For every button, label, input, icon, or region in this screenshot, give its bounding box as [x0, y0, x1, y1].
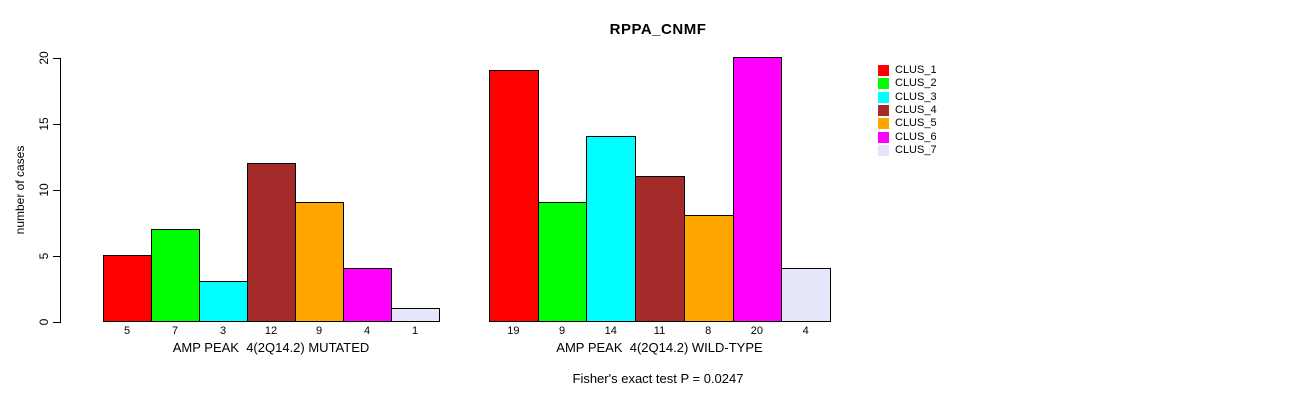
- y-tick-mark: [53, 322, 60, 323]
- x-axis-label-mutated: AMP PEAK 4(2Q14.2) MUTATED: [172, 340, 370, 355]
- y-tick-label: 15: [37, 117, 51, 131]
- bar-clus_2: [537, 202, 588, 322]
- bar-clus_5: [295, 202, 344, 322]
- legend-row: CLUS_3: [878, 91, 937, 104]
- legend-row: CLUS_7: [878, 144, 937, 157]
- y-tick-label: 10: [37, 183, 51, 197]
- bar-clus_1: [103, 255, 152, 322]
- legend-label: CLUS_6: [895, 130, 937, 143]
- bar-value-label: 12: [264, 325, 278, 337]
- legend-color-swatch: [878, 118, 889, 130]
- y-tick-mark: [53, 190, 60, 191]
- chart-title: RPPA_CNMF: [609, 21, 707, 38]
- bar-clus_4: [247, 162, 296, 322]
- legend-label: CLUS_3: [895, 90, 937, 103]
- bar-value-label: 4: [363, 325, 371, 337]
- y-tick-mark: [53, 256, 60, 257]
- legend-label: CLUS_7: [895, 143, 937, 156]
- bar-value-label: 19: [507, 325, 520, 337]
- y-tick-mark: [53, 58, 60, 59]
- y-tick-label: 20: [37, 51, 51, 65]
- legend-row: CLUS_4: [878, 104, 937, 117]
- bar-group-mutated: AMP PEAK 4(2Q14.2) MUTATED 5 7 3 12 9 4 1: [103, 0, 440, 400]
- bar-clus_4: [635, 175, 685, 322]
- legend-row: CLUS_6: [878, 130, 937, 143]
- bar-clus_5: [683, 215, 734, 322]
- bar-value-label: 3: [219, 325, 227, 337]
- legend: CLUS_1 CLUS_2 CLUS_3 CLUS_4 CLUS_5 CLUS_6 CLUS…: [878, 64, 937, 157]
- bar-value-label: 9: [559, 325, 566, 337]
- legend-row: CLUS_2: [878, 77, 937, 90]
- bar-value-label: 5: [123, 325, 131, 337]
- bar-value-label: 4: [802, 325, 809, 337]
- legend-color-swatch: [878, 131, 889, 143]
- bar-value-label: 20: [750, 325, 764, 337]
- y-tick-mark: [53, 124, 60, 125]
- bars-wildtype: [489, 57, 831, 322]
- bar-value-label: 9: [315, 325, 323, 337]
- y-tick-label: 5: [37, 252, 51, 260]
- legend-color-swatch: [878, 65, 889, 77]
- bar-value-label: 11: [653, 325, 666, 337]
- bar-clus_6: [343, 268, 392, 322]
- bar-clus_7: [391, 307, 440, 322]
- legend-label: CLUS_2: [895, 77, 937, 90]
- legend-color-swatch: [878, 78, 889, 90]
- legend-row: CLUS_5: [878, 117, 937, 130]
- legend-color-swatch: [878, 105, 889, 117]
- legend-row: CLUS_1: [878, 64, 937, 77]
- legend-label: CLUS_4: [895, 104, 937, 117]
- stat-annotation: Fisher's exact test P = 0.0247: [572, 371, 744, 386]
- bars-mutated: [103, 58, 440, 322]
- y-tick-label: 0: [37, 318, 51, 326]
- legend-color-swatch: [878, 91, 889, 103]
- bar-value-label: 8: [705, 325, 712, 337]
- bar-clus_2: [151, 228, 200, 322]
- bar-clus_1: [489, 70, 539, 322]
- bar-clus_3: [199, 281, 248, 322]
- bar-value-label: 7: [171, 325, 179, 337]
- legend-label: CLUS_1: [895, 64, 937, 77]
- bar-clus_6: [732, 57, 783, 322]
- y-axis-line: [60, 58, 61, 323]
- bar-clus_3: [586, 136, 637, 322]
- legend-label: CLUS_5: [895, 117, 937, 130]
- bar-group-wildtype: AMP PEAK 4(2Q14.2) WILD-TYPE 19 9 14 11 8 20 4: [489, 0, 831, 400]
- bar-clus_7: [781, 268, 831, 322]
- x-axis-label-wildtype: AMP PEAK 4(2Q14.2) WILD-TYPE: [556, 340, 763, 355]
- bar-value-label: 1: [411, 325, 419, 337]
- legend-color-swatch: [878, 144, 889, 156]
- bar-value-label: 14: [604, 325, 617, 337]
- y-axis-label: number of cases: [13, 145, 27, 235]
